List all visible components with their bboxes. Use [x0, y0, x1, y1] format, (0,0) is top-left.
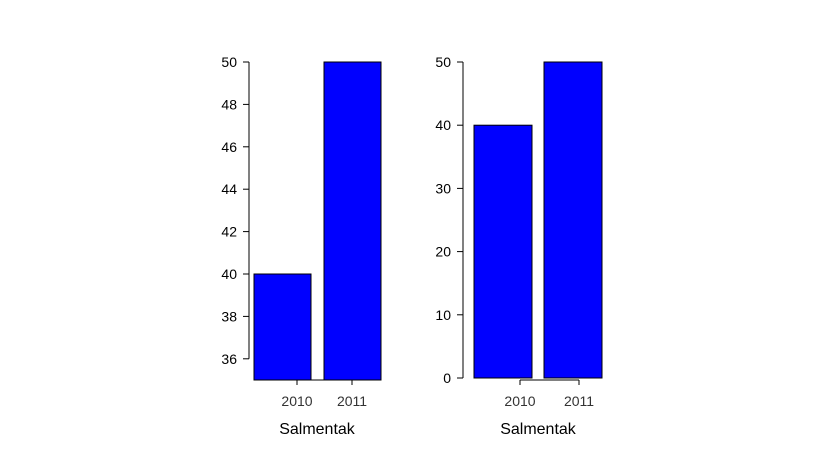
left-y-tick-label-50: 50 [221, 54, 237, 70]
left-y-tick-label-36: 36 [221, 351, 237, 367]
right-chart-panel: Salmentak 0 10 20 30 40 50 2010 2011 [435, 54, 603, 438]
left-bar-2011 [323, 61, 382, 381]
left-y-tick-label-38: 38 [221, 308, 237, 324]
right-x-tick-label-2011: 2011 [564, 393, 594, 409]
left-bar-2010 [253, 273, 312, 381]
right-x-tick-label-2010: 2010 [504, 393, 535, 409]
left-x-axis-label: Salmentak [279, 421, 356, 438]
left-y-tick-label-42: 42 [221, 224, 237, 240]
left-y-tick-label-48: 48 [221, 96, 237, 112]
right-y-tick-label-10: 10 [435, 307, 451, 323]
right-x-axis-label: Salmentak [500, 421, 577, 438]
left-x-tick-label-2011: 2011 [337, 393, 367, 409]
left-y-tick-label-44: 44 [221, 181, 237, 197]
right-bar-2010 [473, 124, 533, 379]
right-y-tick-label-50: 50 [435, 54, 451, 70]
right-bar-2011 [543, 61, 603, 379]
right-y-tick-label-40: 40 [435, 117, 451, 133]
right-y-tick-label-20: 20 [435, 244, 451, 260]
left-chart-panel: Salmentak 36 38 40 42 44 46 48 50 2010 2011 [221, 54, 382, 438]
right-y-tick-label-0: 0 [443, 370, 451, 386]
left-y-tick-label-46: 46 [221, 139, 237, 155]
left-y-tick-label-40: 40 [221, 266, 237, 282]
right-y-tick-label-30: 30 [435, 180, 451, 196]
left-x-tick-label-2010: 2010 [281, 393, 312, 409]
